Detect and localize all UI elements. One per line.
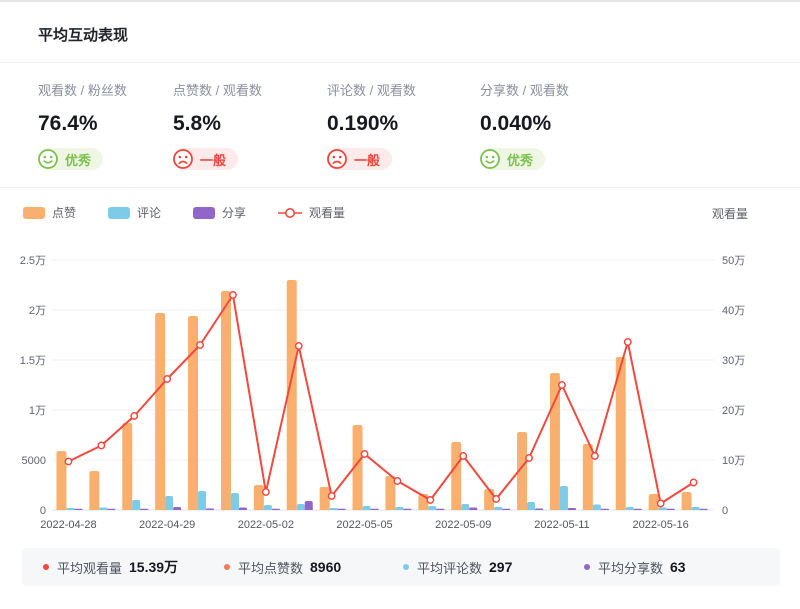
legend-label: 分享 bbox=[222, 206, 247, 220]
x-axis-labels: 2022-04-28 2022-04-29 2022-05-02 2022-05-05… bbox=[40, 519, 688, 531]
summary-value: 15.39万 bbox=[129, 559, 179, 575]
summary-avg-views: 平均观看量 15.39万 bbox=[43, 548, 178, 586]
svg-text:5000: 5000 bbox=[22, 455, 46, 467]
summary-avg-comments: 平均评论数 297 bbox=[403, 548, 512, 586]
chart-legend: 点赞 评论 分享 观看量 bbox=[23, 204, 345, 221]
badge-label: 一般 bbox=[354, 152, 381, 168]
summary-label: 平均分享数 bbox=[598, 560, 664, 576]
metric-value: 0.040% bbox=[480, 112, 552, 135]
summary-label: 平均观看量 bbox=[57, 560, 123, 576]
metric-label: 分享数 / 观看数 bbox=[480, 83, 569, 98]
smiley-face-icon bbox=[480, 149, 500, 169]
svg-text:50万: 50万 bbox=[722, 255, 745, 267]
summary-value: 297 bbox=[489, 559, 513, 575]
metric-label: 点赞数 / 观看数 bbox=[173, 83, 262, 98]
divider bbox=[0, 62, 800, 63]
svg-text:0: 0 bbox=[722, 505, 728, 517]
svg-text:20万: 20万 bbox=[722, 405, 745, 417]
line-marker-icon bbox=[278, 207, 303, 219]
legend-item-comments[interactable]: 评论 bbox=[108, 204, 161, 221]
svg-text:2022-04-29: 2022-04-29 bbox=[139, 519, 195, 531]
metric-shares-per-views: 分享数 / 观看数 0.040% 优秀 bbox=[480, 82, 630, 170]
smiley-face-icon bbox=[38, 149, 58, 169]
summary-bar: 平均观看量 15.39万 平均点赞数 8960 平均评论数 297 平均分享数 … bbox=[22, 548, 780, 586]
metric-badge: 优秀 bbox=[38, 148, 104, 170]
summary-value: 63 bbox=[670, 559, 686, 575]
svg-text:2022-05-05: 2022-05-05 bbox=[336, 519, 392, 531]
metric-value: 0.190% bbox=[327, 112, 399, 135]
page-title: 平均互动表现 bbox=[38, 27, 129, 44]
svg-text:30万: 30万 bbox=[722, 355, 745, 367]
metric-views-per-fans: 观看数 / 粉丝数 76.4% 优秀 bbox=[38, 82, 188, 170]
metric-value: 76.4% bbox=[38, 112, 98, 135]
metric-likes-per-views: 点赞数 / 观看数 5.8% 一般 bbox=[173, 82, 323, 170]
svg-text:1.5万: 1.5万 bbox=[20, 355, 46, 367]
summary-avg-shares: 平均分享数 63 bbox=[584, 548, 686, 586]
svg-text:1万: 1万 bbox=[29, 405, 46, 417]
svg-text:2022-04-28: 2022-04-28 bbox=[40, 519, 96, 531]
bars-2 bbox=[74, 501, 708, 510]
legend-item-shares[interactable]: 分享 bbox=[193, 204, 246, 221]
summary-label: 平均评论数 bbox=[417, 560, 483, 576]
frown-face-icon bbox=[173, 149, 193, 169]
views-markers bbox=[64, 291, 698, 508]
bars-1 bbox=[66, 486, 700, 510]
svg-text:2022-05-16: 2022-05-16 bbox=[633, 519, 689, 531]
shares-dot-icon bbox=[584, 564, 590, 570]
interaction-chart[interactable]: 0 5000 1万 1.5万 2万 2.5万 0 10万 20万 30万 40万 50万 2022-04… bbox=[0, 230, 800, 542]
summary-value: 8960 bbox=[310, 559, 342, 575]
legend-label: 点赞 bbox=[52, 206, 77, 220]
summary-label: 平均点赞数 bbox=[238, 560, 304, 576]
metric-label: 观看数 / 粉丝数 bbox=[38, 83, 127, 98]
y-axis-labels-left: 0 5000 1万 1.5万 2万 2.5万 bbox=[20, 255, 46, 517]
y-axis-labels-right: 0 10万 20万 30万 40万 50万 bbox=[722, 255, 745, 517]
svg-text:2万: 2万 bbox=[29, 305, 46, 317]
svg-text:10万: 10万 bbox=[722, 455, 745, 467]
metric-badge: 优秀 bbox=[480, 148, 546, 170]
shares-swatch-icon bbox=[193, 206, 216, 219]
badge-label: 优秀 bbox=[65, 152, 92, 168]
likes-dot-icon bbox=[224, 564, 230, 570]
svg-text:2022-05-02: 2022-05-02 bbox=[238, 519, 294, 531]
legend-label: 评论 bbox=[137, 206, 162, 220]
legend-item-likes[interactable]: 点赞 bbox=[23, 204, 76, 221]
badge-label: 优秀 bbox=[507, 152, 534, 168]
comments-dot-icon bbox=[403, 564, 409, 570]
metric-value: 5.8% bbox=[173, 112, 221, 135]
summary-avg-likes: 平均点赞数 8960 bbox=[224, 548, 341, 586]
svg-text:2022-05-11: 2022-05-11 bbox=[534, 519, 589, 531]
metric-label: 评论数 / 观看数 bbox=[327, 83, 416, 98]
legend-label: 观看量 bbox=[309, 206, 346, 220]
svg-text:2022-05-09: 2022-05-09 bbox=[435, 519, 491, 531]
frown-face-icon bbox=[327, 149, 347, 169]
badge-label: 一般 bbox=[200, 152, 227, 168]
metric-comments-per-views: 评论数 / 观看数 0.190% 一般 bbox=[327, 82, 477, 170]
likes-swatch-icon bbox=[23, 206, 45, 219]
metric-badge: 一般 bbox=[327, 148, 393, 170]
right-axis-title: 观看量 bbox=[712, 207, 749, 221]
views-dot-icon bbox=[43, 564, 49, 570]
svg-text:40万: 40万 bbox=[722, 305, 745, 317]
views-line bbox=[68, 294, 695, 505]
svg-text:2.5万: 2.5万 bbox=[20, 255, 46, 267]
divider bbox=[0, 187, 800, 188]
svg-text:0: 0 bbox=[40, 505, 46, 517]
metric-badge: 一般 bbox=[173, 148, 239, 170]
legend-item-views[interactable]: 观看量 bbox=[278, 204, 345, 221]
comments-swatch-icon bbox=[108, 206, 131, 219]
bars-0 bbox=[56, 280, 692, 510]
